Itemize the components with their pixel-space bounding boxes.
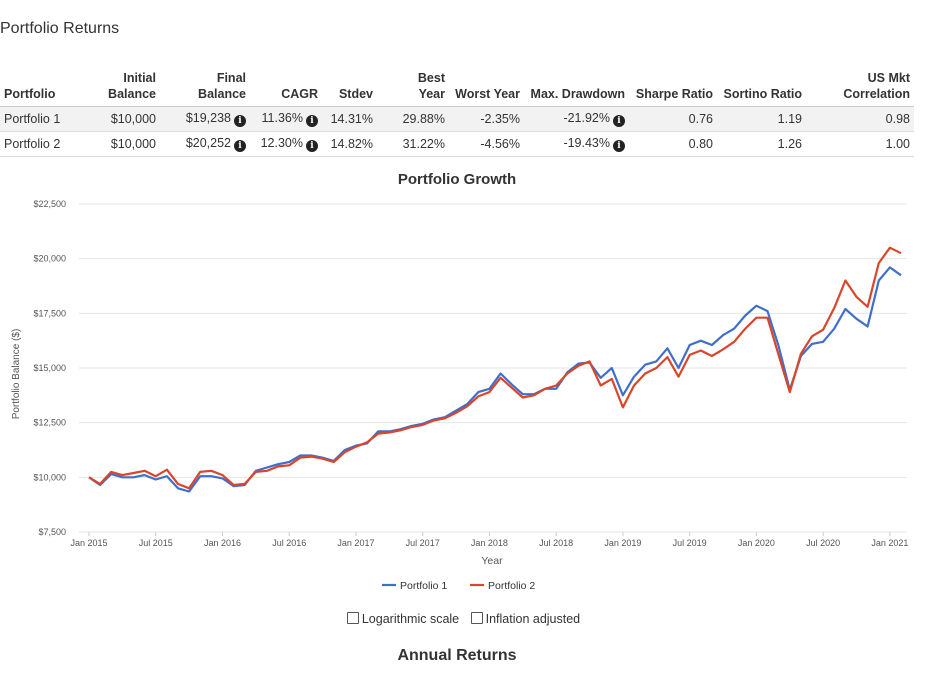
col-header-us-mkt-correlation: US Mkt Correlation <box>806 51 914 107</box>
col-header-best-year: Best Year <box>377 51 449 107</box>
x-tick-label: Jan 2016 <box>204 538 241 548</box>
y-tick-label: $20,000 <box>33 254 66 264</box>
info-icon[interactable]: i <box>306 115 318 127</box>
col-header-worst-year: Worst Year <box>449 51 524 107</box>
x-axis-label: Year <box>481 555 503 567</box>
table-header-row: Portfolio Initial Balance Final Balance CA… <box>0 51 914 107</box>
cell-final-balance: $20,252 i <box>160 131 250 157</box>
cell-portfolio: Portfolio 2 <box>0 131 90 157</box>
cell-sortino-ratio: 1.26 <box>717 131 806 157</box>
col-header-portfolio: Portfolio <box>0 51 90 107</box>
col-header-initial-balance: Initial Balance <box>90 51 160 107</box>
cell-sortino-ratio: 1.19 <box>717 106 806 132</box>
series-line-2 <box>88 246 902 490</box>
info-icon[interactable]: i <box>234 140 246 152</box>
chart-options: Logarithmic scale Inflation adjusted <box>0 612 927 626</box>
section-title: Portfolio Returns <box>0 20 120 37</box>
log-scale-checkbox[interactable] <box>346 612 359 624</box>
cell-worst-year: -2.35% <box>449 106 524 132</box>
legend-label: Portfolio 2 <box>488 580 535 592</box>
x-tick-label: Jan 2019 <box>604 538 641 548</box>
info-icon[interactable]: i <box>613 140 625 152</box>
cell-us-mkt-correlation: 1.00 <box>806 131 914 157</box>
cell-stdev: 14.82% <box>322 131 377 157</box>
x-tick-label: Jul 2019 <box>673 538 707 548</box>
col-header-sharpe-ratio: Sharpe Ratio <box>629 51 717 107</box>
x-tick-label: Jan 2020 <box>738 538 775 548</box>
cell-initial-balance: $10,000 <box>90 106 160 132</box>
cell-max-drawdown: -21.92% i <box>524 106 629 132</box>
col-header-cagr: CAGR <box>250 51 322 107</box>
log-scale-label: Logarithmic scale <box>361 612 460 626</box>
chart-title: Portfolio Growth <box>398 171 516 188</box>
x-tick-label: Jan 2015 <box>70 538 107 548</box>
info-icon[interactable]: i <box>234 115 246 127</box>
log-scale-option[interactable]: Logarithmic scale <box>346 612 460 626</box>
table-row: Portfolio 2 $10,000 $20,252 i 12.30% i 14.… <box>0 131 914 157</box>
cell-best-year: 31.22% <box>377 131 449 157</box>
cell-worst-year: -4.56% <box>449 131 524 157</box>
inflation-adjusted-label: Inflation adjusted <box>485 612 581 626</box>
annual-returns-title: Annual Returns <box>397 647 517 664</box>
inflation-adjusted-checkbox[interactable] <box>470 612 483 624</box>
cell-max-drawdown: -19.43% i <box>524 131 629 157</box>
cell-initial-balance: $10,000 <box>90 131 160 157</box>
cell-cagr: 11.36% i <box>250 106 322 132</box>
y-axis-label: Portfolio Balance ($) <box>11 329 22 420</box>
series-line-1 <box>88 266 902 493</box>
x-tick-label: Jul 2020 <box>806 538 840 548</box>
y-tick-label: $7,500 <box>38 527 66 537</box>
cell-sharpe-ratio: 0.80 <box>629 131 717 157</box>
info-icon[interactable]: i <box>306 140 318 152</box>
y-tick-label: $10,000 <box>33 472 66 482</box>
cell-cagr: 12.30% i <box>250 131 322 157</box>
col-header-final-balance: Final Balance <box>160 51 250 107</box>
y-tick-label: $12,500 <box>33 418 66 428</box>
portfolio-returns-table: Portfolio Initial Balance Final Balance CA… <box>0 51 914 157</box>
cell-best-year: 29.88% <box>377 106 449 132</box>
x-tick-label: Jan 2018 <box>471 538 508 548</box>
inflation-adjusted-option[interactable]: Inflation adjusted <box>470 612 581 626</box>
col-header-sortino-ratio: Sortino Ratio <box>717 51 806 107</box>
y-tick-label: $22,500 <box>33 199 66 209</box>
portfolio-growth-chart: Portfolio Growth $7,500 $10,000 $12,500 $15,… <box>11 171 908 592</box>
cell-final-balance: $19,238 i <box>160 106 250 132</box>
x-tick-label: Jul 2015 <box>139 538 173 548</box>
x-tick-label: Jul 2016 <box>272 538 306 548</box>
col-header-stdev: Stdev <box>322 51 377 107</box>
cell-sharpe-ratio: 0.76 <box>629 106 717 132</box>
y-tick-label: $17,500 <box>33 308 66 318</box>
info-icon[interactable]: i <box>613 115 625 127</box>
x-tick-label: Jul 2018 <box>539 538 573 548</box>
cell-us-mkt-correlation: 0.98 <box>806 106 914 132</box>
x-tick-label: Jan 2021 <box>871 538 908 548</box>
col-header-max-drawdown: Max. Drawdown <box>524 51 629 107</box>
cell-stdev: 14.31% <box>322 106 377 132</box>
legend-label: Portfolio 1 <box>400 580 447 592</box>
x-tick-label: Jan 2017 <box>337 538 374 548</box>
cell-portfolio: Portfolio 1 <box>0 106 90 132</box>
y-tick-label: $15,000 <box>33 363 66 373</box>
table-row: Portfolio 1 $10,000 $19,238 i 11.36% i 14.… <box>0 106 914 132</box>
x-tick-label: Jul 2017 <box>406 538 440 548</box>
